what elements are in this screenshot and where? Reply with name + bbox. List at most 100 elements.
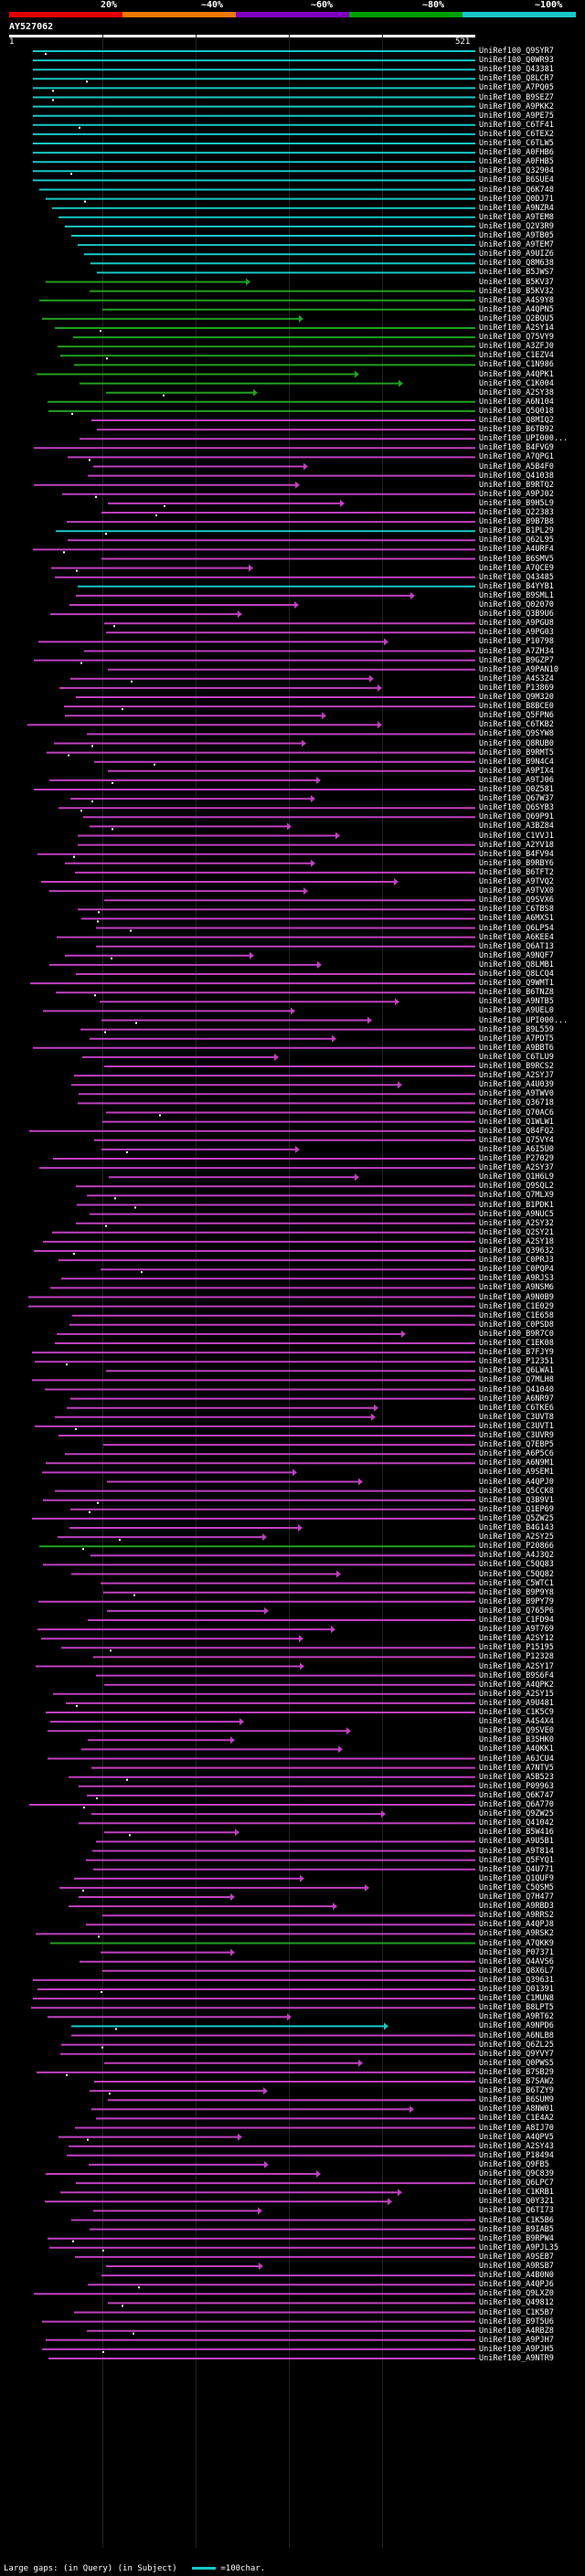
hit-label[interactable]: UniRef100_C1K5B6 — [479, 2215, 554, 2225]
hit-label[interactable]: UniRef100_A2YV18 — [479, 840, 554, 850]
hit-label[interactable]: UniRef100_Q2V3R9 — [479, 221, 554, 231]
hit-label[interactable]: UniRef100_Q1WLW1 — [479, 1117, 554, 1127]
hit-label[interactable]: UniRef100_Q9SVE0 — [479, 1726, 554, 1736]
hit-label[interactable]: UniRef100_A4RBZ8 — [479, 2326, 554, 2336]
hit-label[interactable]: UniRef100_B5W416 — [479, 1828, 554, 1838]
hit-label[interactable]: UniRef100_Q0WR93 — [479, 56, 554, 66]
hit-label[interactable]: UniRef100_A9TB05 — [479, 231, 554, 240]
hit-label[interactable]: UniRef100_A6N104 — [479, 397, 554, 407]
hit-label[interactable]: UniRef100_Q9M320 — [479, 693, 554, 702]
hit-label[interactable]: UniRef100_A9RJS3 — [479, 1274, 554, 1284]
hit-label[interactable]: UniRef100_A9PIX4 — [479, 766, 554, 776]
hit-label[interactable]: UniRef100_Q9C839 — [479, 2169, 554, 2178]
hit-label[interactable]: UniRef100_UPI000... — [479, 434, 569, 444]
hit-label[interactable]: UniRef100_A4B0N0 — [479, 2271, 554, 2281]
hit-label[interactable]: UniRef100_P13869 — [479, 683, 554, 693]
hit-label[interactable]: UniRef100_Q5FPN6 — [479, 711, 554, 721]
hit-label[interactable]: UniRef100_A9NTB5 — [479, 997, 554, 1007]
hit-label[interactable]: UniRef100_B4FVG9 — [479, 443, 554, 453]
hit-label[interactable]: UniRef100_B9IAB5 — [479, 2224, 554, 2234]
hit-label[interactable]: UniRef100_Q9SQL2 — [479, 1182, 554, 1192]
hit-label[interactable]: UniRef100_C0PQP4 — [479, 1265, 554, 1275]
hit-label[interactable]: UniRef100_B9B7B8 — [479, 517, 554, 527]
hit-label[interactable]: UniRef100_Q75VY9 — [479, 333, 554, 343]
hit-label[interactable]: UniRef100_C0PSD8 — [479, 1320, 554, 1330]
hit-label[interactable]: UniRef100_Q39631 — [479, 1975, 554, 1985]
hit-label[interactable]: UniRef100_A9NUC5 — [479, 1209, 554, 1219]
hit-label[interactable]: UniRef100_Q84FQ2 — [479, 1126, 554, 1136]
hit-label[interactable]: UniRef100_Q22383 — [479, 508, 554, 517]
hit-label[interactable]: UniRef100_A9NQF7 — [479, 950, 554, 960]
hit-label[interactable]: UniRef100_A9UEL0 — [479, 1006, 554, 1016]
hit-label[interactable]: UniRef100_B9RPW4 — [479, 2233, 554, 2243]
hit-label[interactable]: UniRef100_Q6K748 — [479, 185, 554, 195]
hit-label[interactable]: UniRef100_C6TLU9 — [479, 1052, 554, 1062]
hit-label[interactable]: UniRef100_Q9SVX6 — [479, 896, 554, 906]
hit-label[interactable]: UniRef100_P18494 — [479, 2150, 554, 2160]
hit-label[interactable]: UniRef100_C1E658 — [479, 1310, 554, 1320]
hit-label[interactable]: UniRef100_A9T769 — [479, 1625, 554, 1635]
hit-label[interactable]: UniRef100_A2SY25 — [479, 1532, 554, 1542]
hit-label[interactable]: UniRef100_Q01391 — [479, 1985, 554, 1994]
hit-label[interactable]: UniRef100_A8IJ70 — [479, 2123, 554, 2133]
hit-label[interactable]: UniRef100_A7QKK9 — [479, 1938, 554, 1948]
hit-label[interactable]: UniRef100_B6SMV5 — [479, 554, 554, 564]
hit-label[interactable]: UniRef100_Q5FYQ1 — [479, 1855, 554, 1865]
hit-label[interactable]: UniRef100_A9NSM6 — [479, 1283, 554, 1293]
hit-label[interactable]: UniRef100_A4S4X4 — [479, 1717, 554, 1727]
hit-label[interactable]: UniRef100_A4S9Y8 — [479, 295, 554, 305]
hit-label[interactable]: UniRef100_B5KV32 — [479, 286, 554, 296]
hit-label[interactable]: UniRef100_A8NW01 — [479, 2104, 554, 2115]
hit-label[interactable]: UniRef100_A5B4F0 — [479, 461, 554, 472]
hit-label[interactable]: UniRef100_Q8LMB1 — [479, 959, 554, 970]
hit-label[interactable]: UniRef100_Q765P6 — [479, 1606, 554, 1616]
hit-label[interactable]: UniRef100_A9PJH5 — [479, 2344, 554, 2354]
hit-label[interactable]: UniRef100_A2SY14 — [479, 323, 554, 333]
hit-label[interactable]: UniRef100_C0PRJ3 — [479, 1256, 554, 1266]
hit-label[interactable]: UniRef100_A2SY32 — [479, 1218, 554, 1228]
hit-label[interactable]: UniRef100_A9RT62 — [479, 2012, 554, 2022]
hit-label[interactable]: UniRef100_A9N0B9 — [479, 1292, 554, 1302]
hit-label[interactable]: UniRef100_A9PJH7 — [479, 2335, 554, 2345]
hit-label[interactable]: UniRef100_A7PDT5 — [479, 1034, 554, 1044]
hit-label[interactable]: UniRef100_B9RMT5 — [479, 747, 554, 758]
hit-label[interactable]: UniRef100_B9T5U6 — [479, 2316, 554, 2327]
hit-label[interactable]: UniRef100_A6JCU4 — [479, 1754, 554, 1764]
hit-label[interactable]: UniRef100_A9RBD3 — [479, 1902, 554, 1912]
hit-label[interactable]: UniRef100_B4YYB1 — [479, 581, 554, 591]
hit-label[interactable]: UniRef100_A9TWV0 — [479, 1089, 554, 1099]
hit-label[interactable]: UniRef100_Q6LPC7 — [479, 2178, 554, 2189]
hit-label[interactable]: UniRef100_C1EK08 — [479, 1339, 554, 1348]
hit-label[interactable]: UniRef100_B6SUE4 — [479, 175, 554, 186]
hit-label[interactable]: UniRef100_Q9FB5 — [479, 2159, 549, 2169]
hit-label[interactable]: UniRef100_A2SY17 — [479, 1661, 554, 1671]
hit-label[interactable]: UniRef100_A9PGU8 — [479, 619, 554, 629]
hit-label[interactable]: UniRef100_A6KEE4 — [479, 932, 554, 942]
hit-label[interactable]: UniRef100_A4QPV5 — [479, 2132, 554, 2142]
hit-label[interactable]: UniRef100_A4QKK1 — [479, 1744, 554, 1754]
hit-label[interactable]: UniRef100_A9TJ06 — [479, 775, 554, 785]
hit-label[interactable]: UniRef100_B9P9Y8 — [479, 1587, 554, 1597]
hit-label[interactable]: UniRef100_C1K004 — [479, 378, 554, 388]
hit-label[interactable]: UniRef100_A6N9M1 — [479, 1458, 554, 1468]
hit-label[interactable]: UniRef100_A9PKK2 — [479, 101, 554, 111]
hit-label[interactable]: UniRef100_B6TB92 — [479, 425, 554, 435]
hit-label[interactable]: UniRef100_A2SY37 — [479, 1163, 554, 1173]
hit-label[interactable]: UniRef100_C1KRB1 — [479, 2188, 554, 2198]
hit-label[interactable]: UniRef100_Q7MLH8 — [479, 1375, 554, 1385]
hit-label[interactable]: UniRef100_C6TBS8 — [479, 905, 554, 915]
hit-label[interactable]: UniRef100_B6TZY9 — [479, 2086, 554, 2096]
hit-label[interactable]: UniRef100_A9RSK2 — [479, 1929, 554, 1939]
hit-label[interactable]: UniRef100_Q5ZW25 — [479, 1513, 554, 1523]
hit-label[interactable]: UniRef100_B5KV37 — [479, 277, 554, 287]
hit-label[interactable]: UniRef100_B4G143 — [479, 1523, 554, 1532]
hit-label[interactable]: UniRef100_B9H5L9 — [479, 498, 554, 508]
hit-label[interactable]: UniRef100_Q0Z581 — [479, 785, 554, 794]
hit-label[interactable]: UniRef100_A7ZH34 — [479, 646, 554, 656]
hit-label[interactable]: UniRef100_Q43485 — [479, 572, 554, 582]
hit-label[interactable]: UniRef100_B5JWS7 — [479, 268, 554, 278]
hit-label[interactable]: UniRef100_B9PY79 — [479, 1596, 554, 1606]
hit-label[interactable]: UniRef100_Q67W37 — [479, 794, 554, 804]
hit-label[interactable]: UniRef100_A6P5C6 — [479, 1449, 554, 1459]
hit-label[interactable]: UniRef100_Q5Q018 — [479, 406, 554, 416]
